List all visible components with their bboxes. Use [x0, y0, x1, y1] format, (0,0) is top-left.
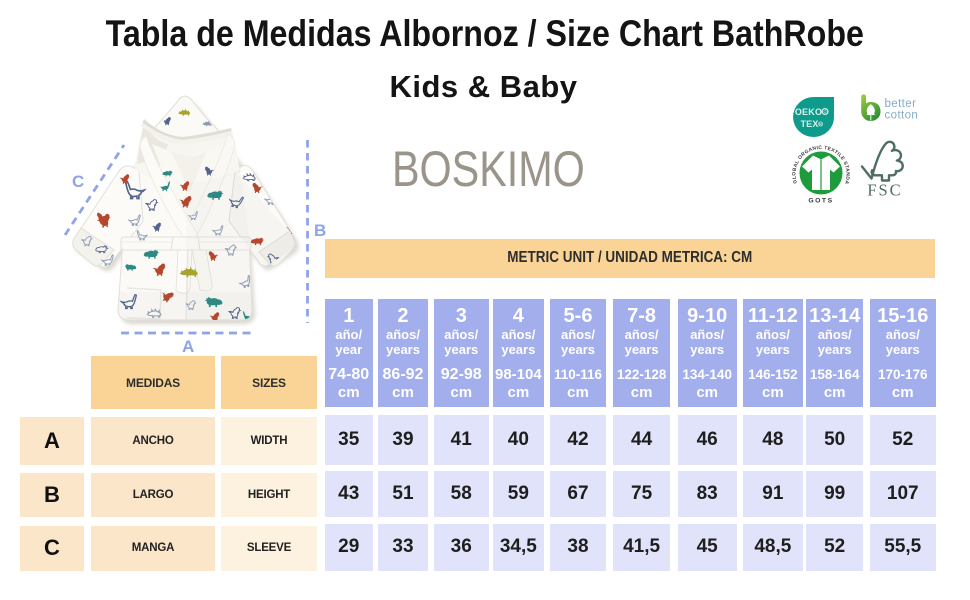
svg-text:TEX: TEX [800, 119, 818, 129]
svg-text:B: B [314, 221, 326, 240]
svg-text:better: better [885, 98, 917, 110]
svg-text:cotton: cotton [885, 110, 919, 122]
svg-text:A: A [182, 337, 194, 356]
svg-text:C: C [72, 172, 84, 191]
svg-text:R: R [819, 123, 822, 127]
svg-text:FSC: FSC [867, 181, 902, 200]
svg-text:OEKO: OEKO [795, 107, 822, 117]
svg-text:GOTS: GOTS [808, 198, 833, 205]
